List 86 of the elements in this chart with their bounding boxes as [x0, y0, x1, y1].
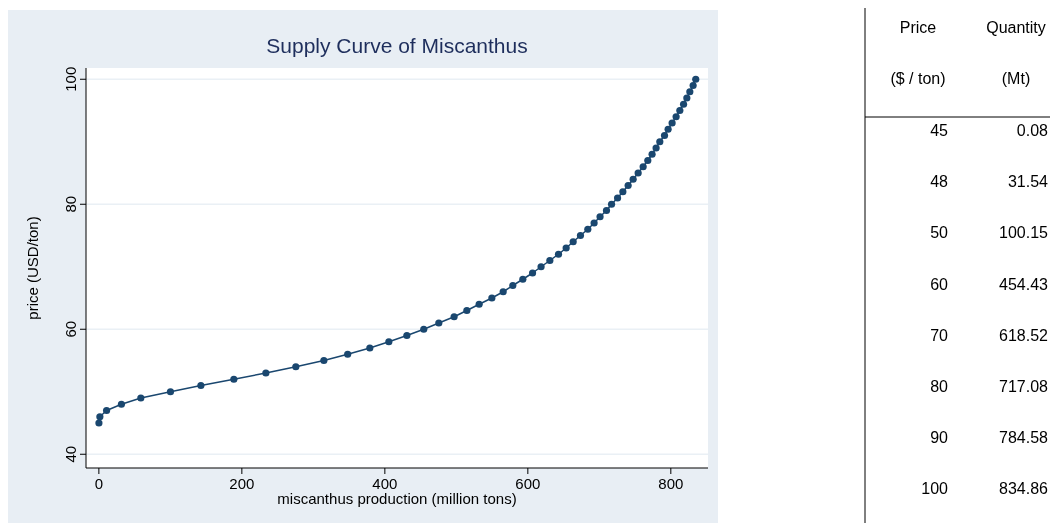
point	[672, 113, 680, 121]
point	[420, 325, 428, 333]
point	[652, 144, 660, 152]
point	[656, 138, 664, 146]
point	[644, 156, 652, 165]
point	[686, 88, 694, 96]
point	[660, 131, 669, 140]
point	[692, 75, 700, 83]
point	[683, 94, 691, 102]
text: 31.54	[1007, 173, 1049, 191]
point	[463, 306, 471, 315]
point	[562, 244, 570, 252]
point	[668, 119, 676, 127]
text: Price ($ / ton)	[890, 19, 946, 87]
text: 618.52	[999, 326, 1049, 344]
x-tick-label: 0	[94, 475, 104, 492]
point	[117, 400, 126, 408]
y-axis-title: price (USD/ton)	[24, 216, 41, 320]
point	[689, 81, 697, 90]
point	[576, 231, 585, 240]
text: 100.15	[999, 224, 1049, 242]
point	[584, 225, 592, 233]
text: 50	[930, 224, 949, 242]
x-tick-label: 600	[515, 475, 541, 492]
point	[137, 394, 145, 402]
point	[230, 375, 238, 383]
text: Quantity (Mt)	[986, 19, 1046, 87]
y-tick-label: 100	[62, 66, 79, 92]
text: 834.86	[999, 480, 1049, 498]
point	[344, 350, 352, 358]
text: 70	[930, 326, 949, 344]
point	[629, 175, 637, 183]
point	[435, 319, 443, 327]
point	[197, 381, 205, 390]
point	[166, 388, 175, 396]
point	[607, 200, 616, 208]
point	[634, 169, 642, 177]
x-tick-label: 800	[658, 475, 684, 492]
text: 90	[930, 429, 949, 447]
point	[619, 188, 627, 196]
point	[519, 275, 527, 283]
point	[590, 219, 598, 227]
point	[602, 206, 611, 215]
point	[292, 363, 300, 371]
y-tick-label: 40	[62, 445, 79, 463]
point	[102, 406, 111, 415]
chart-title: Supply Curve of Miscanthus	[266, 34, 528, 57]
text: 45	[930, 122, 949, 139]
point	[499, 288, 507, 296]
y-tick-label: 60	[62, 320, 79, 338]
point	[366, 344, 374, 352]
y-tick-label: 80	[62, 195, 79, 213]
point	[262, 369, 270, 377]
point	[546, 256, 554, 265]
x-tick-label: 200	[229, 475, 255, 492]
text: 717.08	[999, 378, 1049, 395]
point	[403, 331, 411, 340]
point	[648, 150, 656, 158]
text: 48	[930, 173, 949, 191]
point	[96, 413, 104, 421]
x-tick-label: 400	[372, 475, 398, 492]
point	[95, 419, 103, 427]
point	[596, 213, 604, 221]
point	[554, 250, 563, 258]
point	[488, 294, 496, 302]
point	[679, 100, 688, 108]
point	[676, 106, 684, 115]
text: 454.43	[999, 275, 1049, 293]
point	[569, 238, 577, 246]
point	[450, 313, 458, 321]
text: 784.58	[999, 429, 1049, 447]
point	[613, 194, 622, 202]
point	[537, 263, 545, 271]
point	[624, 181, 632, 190]
point	[664, 125, 672, 133]
point	[528, 269, 537, 277]
text: 80	[930, 378, 949, 395]
point	[509, 281, 517, 290]
text: 0.08	[1016, 122, 1049, 139]
text: 60	[930, 275, 949, 293]
x-axis-title: miscanthus production (million tons)	[277, 490, 517, 507]
point	[320, 356, 328, 365]
point	[639, 163, 647, 171]
point	[385, 338, 393, 346]
point	[475, 300, 483, 308]
text: 100	[921, 480, 949, 498]
